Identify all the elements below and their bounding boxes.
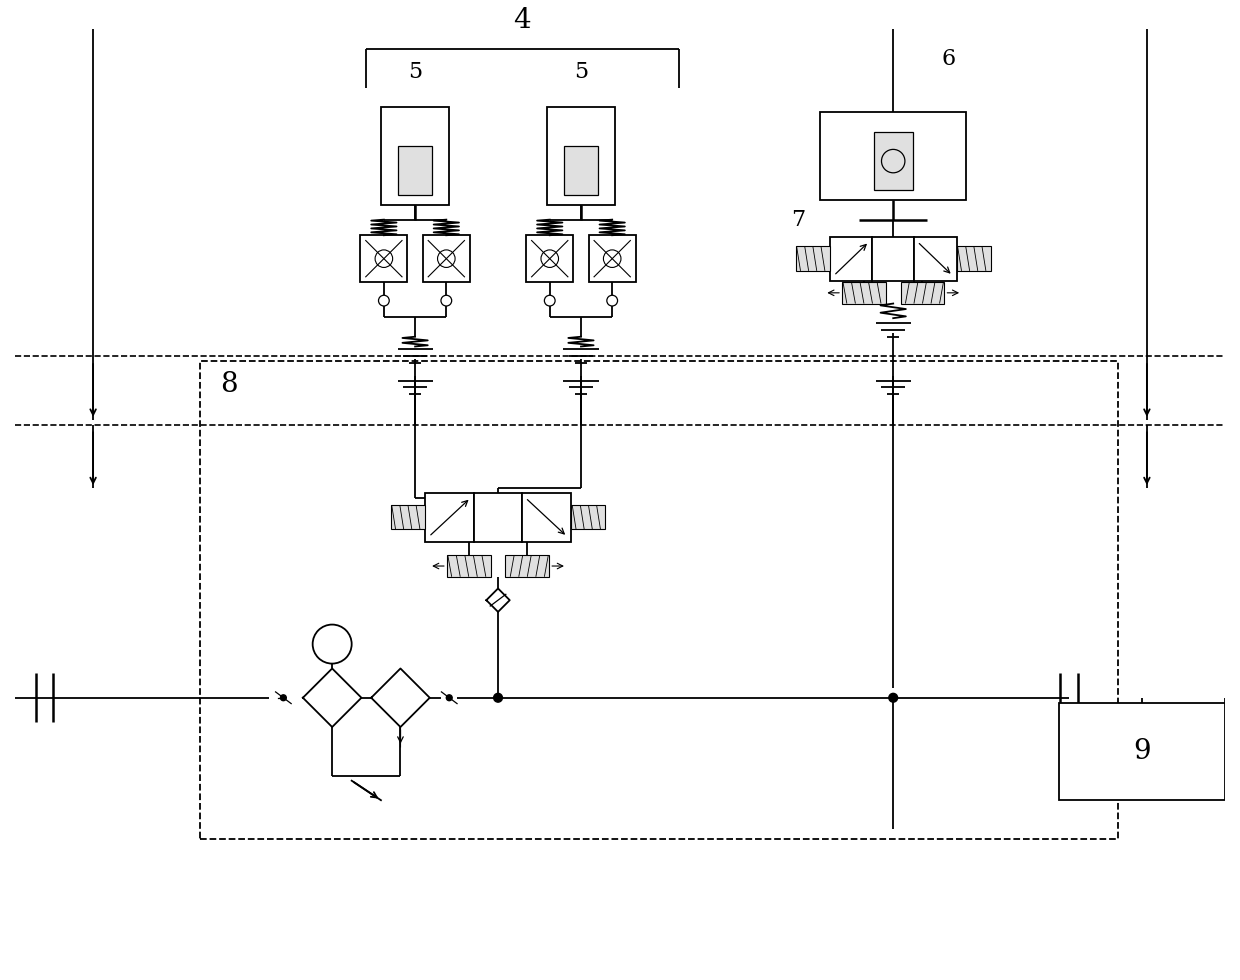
- Text: 5: 5: [574, 61, 588, 83]
- Bar: [423, 235, 470, 282]
- Bar: [589, 235, 636, 282]
- Text: 8: 8: [219, 370, 238, 398]
- Circle shape: [494, 694, 502, 702]
- Text: 4: 4: [513, 7, 531, 34]
- Circle shape: [441, 295, 451, 306]
- Bar: [842, 282, 885, 304]
- Bar: [547, 108, 615, 205]
- Bar: [874, 132, 913, 190]
- Bar: [381, 108, 449, 205]
- Bar: [796, 247, 830, 270]
- Bar: [391, 505, 425, 529]
- Bar: [914, 237, 956, 280]
- Bar: [900, 282, 945, 304]
- Bar: [398, 146, 433, 195]
- Bar: [522, 493, 572, 542]
- Bar: [872, 237, 914, 280]
- Text: 6: 6: [942, 48, 956, 70]
- Bar: [425, 493, 474, 542]
- Bar: [446, 556, 491, 577]
- Bar: [506, 556, 549, 577]
- Circle shape: [889, 694, 898, 702]
- Bar: [830, 237, 872, 280]
- Bar: [1059, 703, 1225, 801]
- Circle shape: [312, 624, 352, 663]
- Circle shape: [280, 695, 286, 701]
- Circle shape: [544, 295, 556, 306]
- Bar: [572, 505, 605, 529]
- Bar: [956, 247, 991, 270]
- Bar: [526, 235, 573, 282]
- Circle shape: [378, 295, 389, 306]
- Bar: [474, 493, 522, 542]
- Text: 5: 5: [408, 61, 422, 83]
- Circle shape: [446, 695, 453, 701]
- Bar: [564, 146, 598, 195]
- Bar: [820, 113, 966, 200]
- Circle shape: [606, 295, 618, 306]
- Bar: [361, 235, 407, 282]
- Text: 9: 9: [1133, 738, 1151, 765]
- Text: 7: 7: [791, 209, 806, 230]
